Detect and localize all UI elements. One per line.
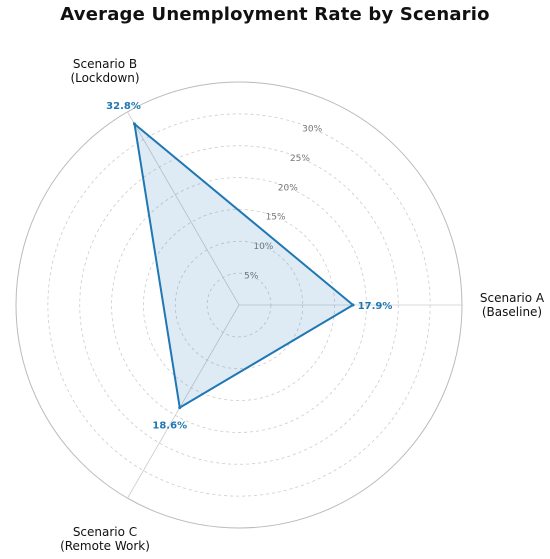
category-labels: Scenario A(Baseline) Scenario B(Lockdown)… (60, 57, 545, 553)
category-label-line1: Scenario A (480, 291, 545, 305)
category-label-line2: (Remote Work) (60, 539, 150, 553)
category-label-line2: (Lockdown) (70, 71, 139, 85)
category-label-line1: Scenario B (73, 57, 137, 71)
category-label-line1: Scenario C (73, 525, 137, 539)
radial-tick-label: 15% (266, 213, 286, 223)
data-label: 18.6% (152, 421, 187, 432)
data-label: 32.8% (106, 101, 141, 112)
radial-tick-label: 25% (290, 154, 310, 164)
spoke-line (127, 111, 240, 306)
radial-tick-label: 30% (302, 124, 322, 134)
angular-gridlines (127, 111, 462, 499)
series-polygon (133, 121, 355, 410)
data-point (351, 303, 355, 307)
data-label: 17.9% (358, 301, 393, 312)
data-point (178, 406, 182, 410)
data-point (133, 122, 137, 126)
radial-tick-label: 5% (244, 272, 259, 282)
radial-tick-label: 10% (253, 242, 273, 252)
series-layer: 17.9% 32.8% 18.6% (106, 101, 392, 432)
category-label-line2: (Baseline) (482, 305, 542, 319)
chart-title: Average Unemployment Rate by Scenario (60, 4, 490, 25)
spoke-line (127, 304, 240, 499)
radial-tick-labels: 5% 10% 15% 20% 25% 30% (244, 124, 323, 281)
radial-tick-label: 20% (278, 183, 298, 193)
